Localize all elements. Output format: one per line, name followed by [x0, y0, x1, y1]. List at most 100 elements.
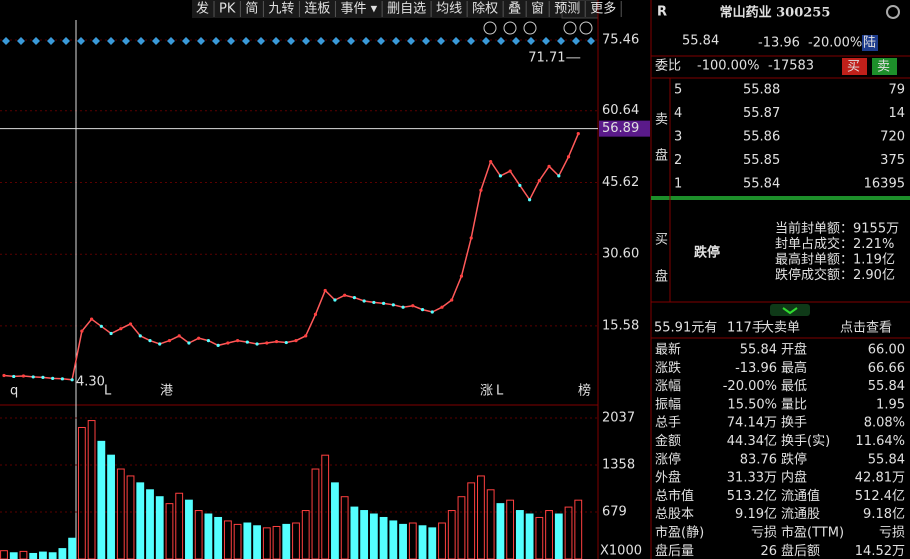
toolbar-item[interactable]: 窗: [531, 1, 544, 17]
event-diamond: [167, 37, 175, 45]
toolbar-item[interactable]: 事件 ▾: [340, 2, 377, 17]
event-marker: L: [496, 384, 504, 399]
event-diamond: [572, 37, 580, 45]
stat-label: 外盘: [655, 470, 681, 486]
event-diamond: [347, 37, 355, 45]
close-point: [197, 336, 201, 340]
volume-bar: [428, 527, 437, 559]
event-marker: 榜: [578, 383, 591, 399]
tool-icon[interactable]: [579, 21, 593, 35]
volume-bar: [48, 552, 57, 559]
ask-price: 55.86: [743, 130, 780, 145]
volume-bar: [204, 513, 213, 559]
stat-value: 513.2亿: [727, 489, 777, 504]
toolbar-item[interactable]: 发: [196, 1, 209, 17]
close-point: [508, 169, 512, 173]
volume-bar: [97, 440, 106, 559]
volume-bar: [272, 525, 281, 559]
close-point: [216, 343, 220, 348]
close-point: [60, 377, 64, 381]
stat-label: 流通值: [781, 488, 820, 504]
settings-icon[interactable]: [886, 5, 900, 19]
sell-button[interactable]: 卖: [877, 60, 890, 75]
close-point: [323, 288, 327, 293]
toolbar-item[interactable]: 更多: [590, 1, 616, 17]
close-point: [138, 334, 142, 338]
close-point: [411, 304, 415, 308]
volume-bar: [107, 454, 115, 559]
close-point: [420, 307, 425, 312]
toolbar-item[interactable]: 均线: [436, 2, 462, 17]
close-point: [284, 340, 288, 345]
close-point: [440, 305, 444, 309]
chevron: [782, 307, 798, 315]
close-point: [148, 339, 152, 343]
volume-bar: [496, 503, 505, 559]
stat-value: 44.34亿: [727, 434, 777, 449]
toolbar-item[interactable]: 九转: [268, 2, 294, 17]
event-diamond: [302, 37, 310, 45]
stat-value: 55.84: [868, 452, 905, 467]
stat-value: 14.52万: [855, 544, 905, 559]
ask-price: 55.87: [743, 106, 780, 121]
event-marker: L: [104, 384, 112, 399]
stat-value: -13.96: [735, 361, 777, 376]
y-tick-label: 15.58: [602, 318, 639, 333]
volume-bar: [554, 513, 563, 559]
event-diamond: [512, 37, 520, 45]
close-point: [90, 317, 94, 321]
toolbar-item[interactable]: 连板: [304, 1, 330, 17]
ask-price: 55.84: [743, 177, 780, 192]
close-point: [21, 374, 26, 378]
ask-price: 55.85: [743, 153, 780, 168]
close-point: [401, 305, 405, 309]
volume-bar: [243, 522, 252, 559]
stat-value: 1.95: [876, 397, 905, 412]
toolbar-item[interactable]: 删自选: [387, 2, 426, 17]
event-diamond: [197, 37, 205, 45]
expand-button[interactable]: [770, 304, 810, 316]
close-point: [576, 132, 580, 136]
event-diamond: [32, 37, 40, 45]
toolbar-item[interactable]: 简: [245, 1, 258, 17]
volume-bar: [301, 510, 310, 559]
event-diamond: [362, 37, 370, 45]
ask-level: 2: [674, 153, 682, 168]
stat-value: 31.33万: [727, 471, 777, 486]
tool-icon[interactable]: [563, 21, 577, 35]
volume-bar: [214, 516, 223, 559]
event-diamond: [257, 37, 265, 45]
tool-icon[interactable]: [503, 21, 517, 35]
event-diamond: [272, 37, 280, 45]
close-point: [430, 310, 434, 314]
close-point: [119, 327, 123, 331]
y-tick-label: 679: [602, 505, 627, 520]
volume-bar: [39, 551, 47, 559]
toolbar-item[interactable]: PK: [219, 2, 236, 17]
exchange-bg: [862, 35, 878, 51]
side-label: 盘: [655, 269, 668, 285]
side-label: 卖: [655, 113, 668, 128]
stat-label: 盘后额: [781, 543, 820, 559]
tool-icon[interactable]: [523, 21, 537, 35]
order-link[interactable]: 点击查看: [840, 320, 892, 336]
close-point: [41, 375, 45, 380]
toolbar-item[interactable]: 预测: [554, 2, 580, 17]
close-point: [382, 301, 386, 305]
volume-bar: [477, 475, 485, 559]
close-point: [70, 378, 74, 382]
volume-bar: [87, 420, 96, 559]
stat-value: 55.84: [868, 379, 905, 394]
y-tick-label: 45.62: [602, 175, 639, 190]
buy-button[interactable]: 买: [847, 60, 860, 75]
close-point: [304, 334, 308, 338]
toolbar-item[interactable]: 叠: [508, 2, 521, 17]
volume-bar: [185, 499, 193, 559]
tool-icon[interactable]: [483, 21, 497, 35]
buy-button-bg[interactable]: [842, 58, 867, 75]
toolbar-item[interactable]: 除权: [472, 1, 498, 17]
close-point: [274, 339, 279, 344]
sell-button-bg[interactable]: [872, 58, 897, 75]
close-point: [128, 322, 133, 326]
side-label: 盘: [655, 148, 668, 164]
